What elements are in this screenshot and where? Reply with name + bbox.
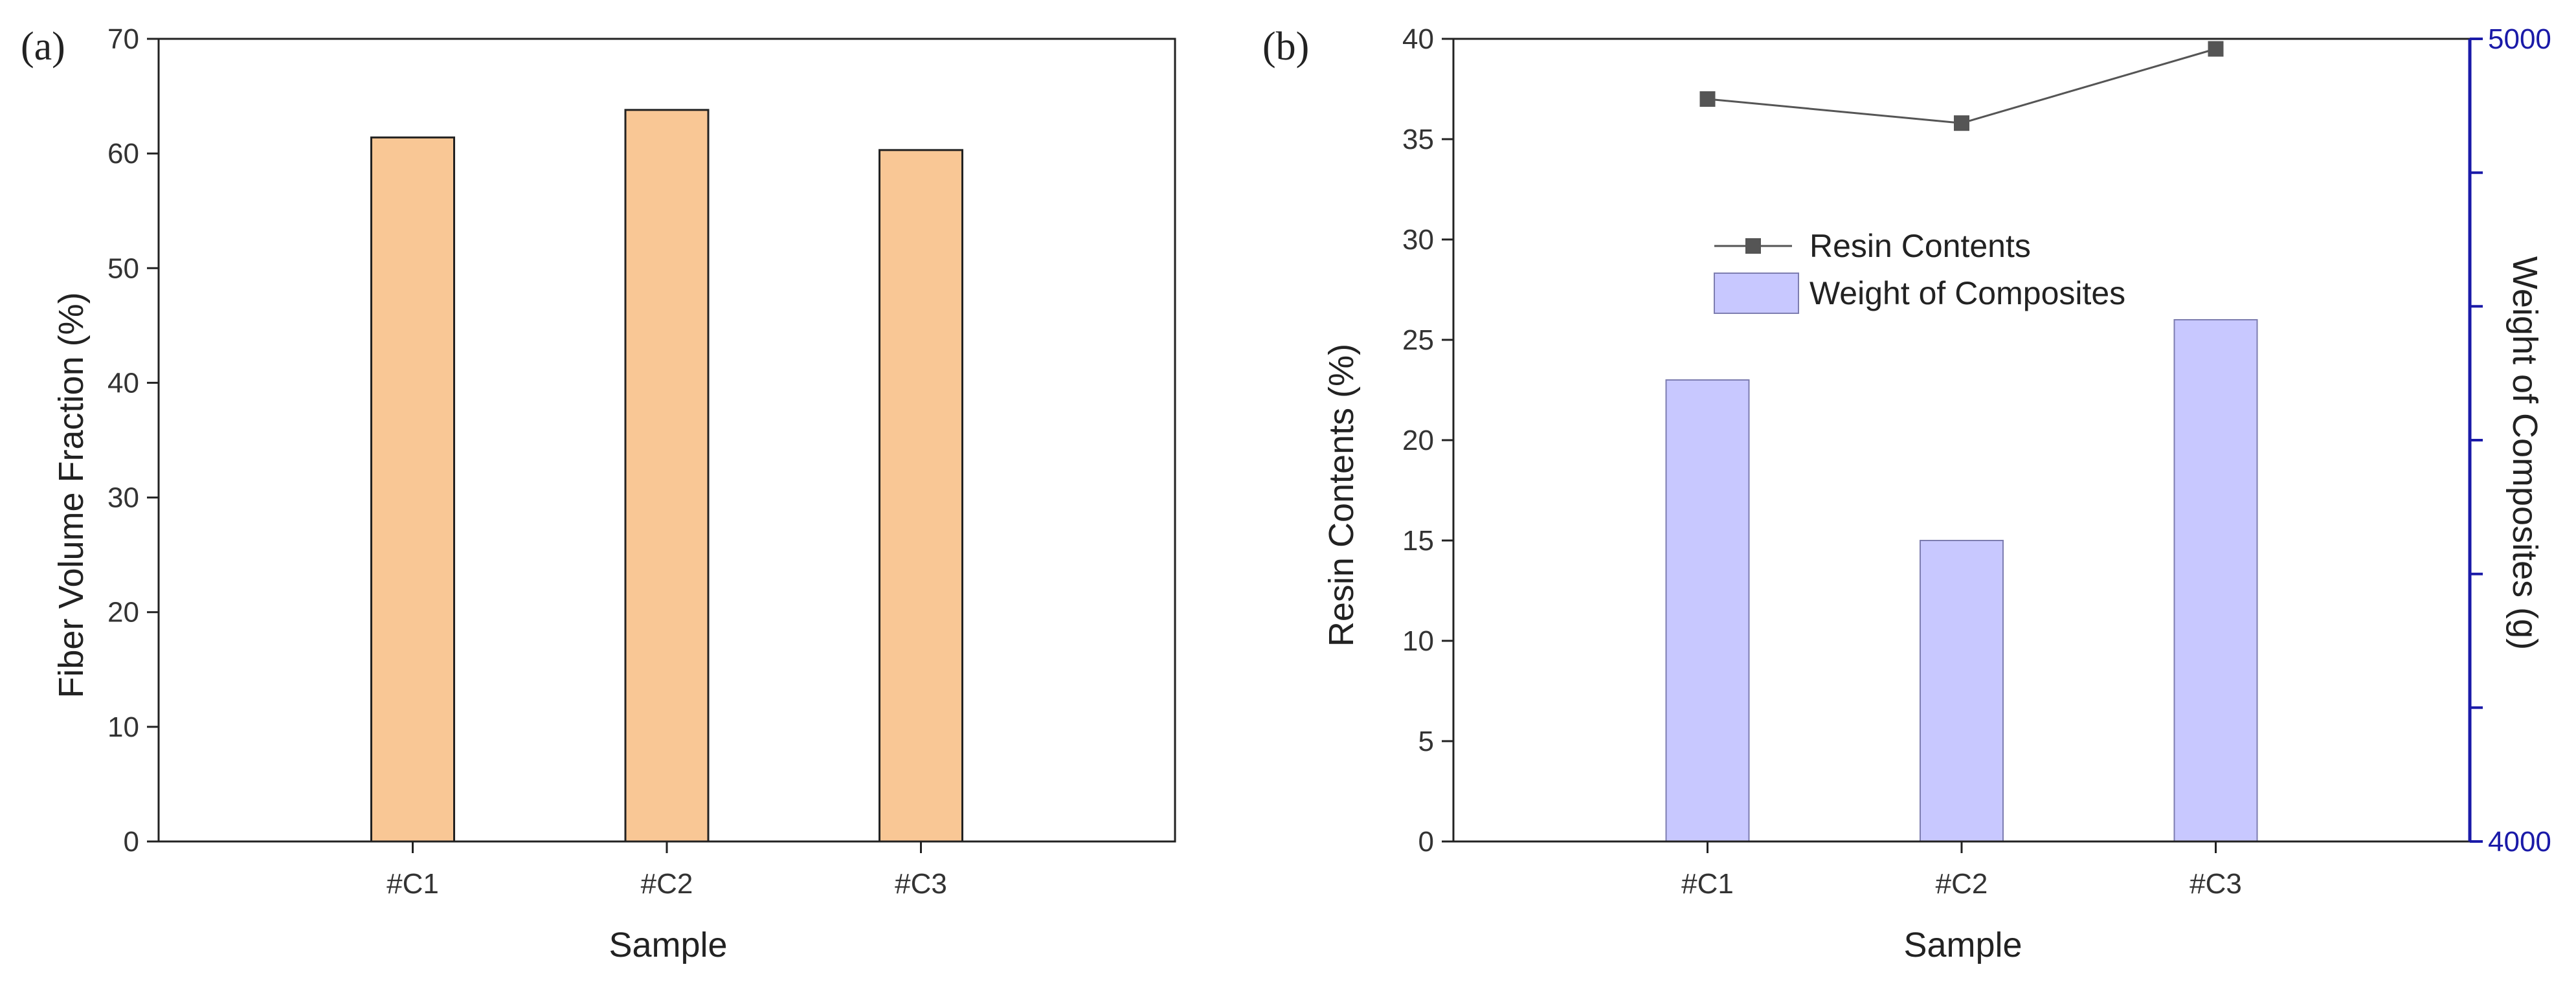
legend-resin-contents: Resin Contents [1809, 228, 2031, 264]
panel-b-y-axis: 0 5 10 15 20 25 30 35 40 [1402, 23, 1453, 858]
panel-b-y2-axis-title: Weight of Composites (g) [2505, 256, 2544, 650]
panel-b-line [1699, 41, 2224, 131]
weight-bar-c3 [2173, 319, 2258, 842]
panel-a-bars [370, 109, 963, 843]
y-tick-label: 40 [107, 367, 139, 399]
resin-point-c2 [1954, 115, 1969, 131]
y-tick-label: 25 [1402, 324, 1434, 356]
x-tick-label: #C1 [386, 868, 439, 900]
panel-b-y2-axis: 4000 5000 [2470, 23, 2551, 858]
y-tick-label: 30 [107, 482, 139, 514]
panel-b-bars [1665, 319, 2258, 842]
panel-a-y-axis-title: Fiber Volume Fraction (%) [52, 292, 91, 698]
y2-tick-label: 4000 [2488, 826, 2551, 858]
resin-contents-line [1707, 48, 2216, 124]
x-tick-label: #C3 [895, 868, 947, 900]
y-tick-label: 5 [1418, 726, 1434, 757]
x-tick-label: #C2 [1936, 868, 1988, 900]
bar-c1 [370, 136, 455, 843]
y-tick-label: 35 [1402, 124, 1434, 155]
y-tick-label: 10 [1402, 625, 1434, 657]
weight-bar-c1 [1665, 379, 1750, 842]
panel-b-label: (b) [1262, 25, 1309, 69]
y-tick-label: 10 [107, 711, 139, 743]
y-tick-label: 50 [107, 252, 139, 284]
y-tick-label: 60 [107, 138, 139, 170]
x-tick-label: #C1 [1681, 868, 1734, 900]
panel-b-y-axis-title: Resin Contents (%) [1322, 344, 1361, 647]
bar-c2 [624, 109, 710, 843]
resin-point-c1 [1699, 91, 1716, 107]
y2-tick-label: 5000 [2488, 23, 2551, 55]
y-tick-label: 30 [1402, 224, 1434, 256]
y-tick-label: 70 [107, 23, 139, 55]
panel-a-x-axis-title: Sample [609, 926, 727, 964]
legend-weight-of-composites: Weight of Composites [1809, 275, 2125, 311]
x-tick-label: #C2 [641, 868, 693, 900]
y-tick-label: 40 [1402, 23, 1434, 55]
panel-b-legend: Resin Contents Weight of Composites [1714, 228, 2125, 314]
y-tick-label: 0 [1418, 826, 1434, 858]
panel-b-x-axis: #C1 #C2 #C3 [1681, 841, 2242, 900]
panel-b-x-axis-title: Sample [1903, 926, 2022, 964]
y-tick-label: 20 [107, 597, 139, 629]
y-tick-label: 15 [1402, 525, 1434, 557]
legend-marker-swatch [1745, 238, 1761, 254]
resin-point-c3 [2208, 41, 2224, 57]
y-tick-label: 20 [1402, 425, 1434, 456]
legend-bar-swatch [1714, 273, 1799, 314]
y-tick-label: 0 [124, 826, 139, 858]
panel-a-label: (a) [21, 25, 65, 69]
x-tick-label: #C3 [2190, 868, 2242, 900]
panel-a-x-axis: #C1 #C2 #C3 [386, 841, 947, 900]
panel-a-y-axis: 0 10 20 30 40 50 60 70 [107, 23, 159, 858]
bar-c3 [879, 149, 963, 843]
weight-bar-c2 [1920, 540, 2004, 842]
